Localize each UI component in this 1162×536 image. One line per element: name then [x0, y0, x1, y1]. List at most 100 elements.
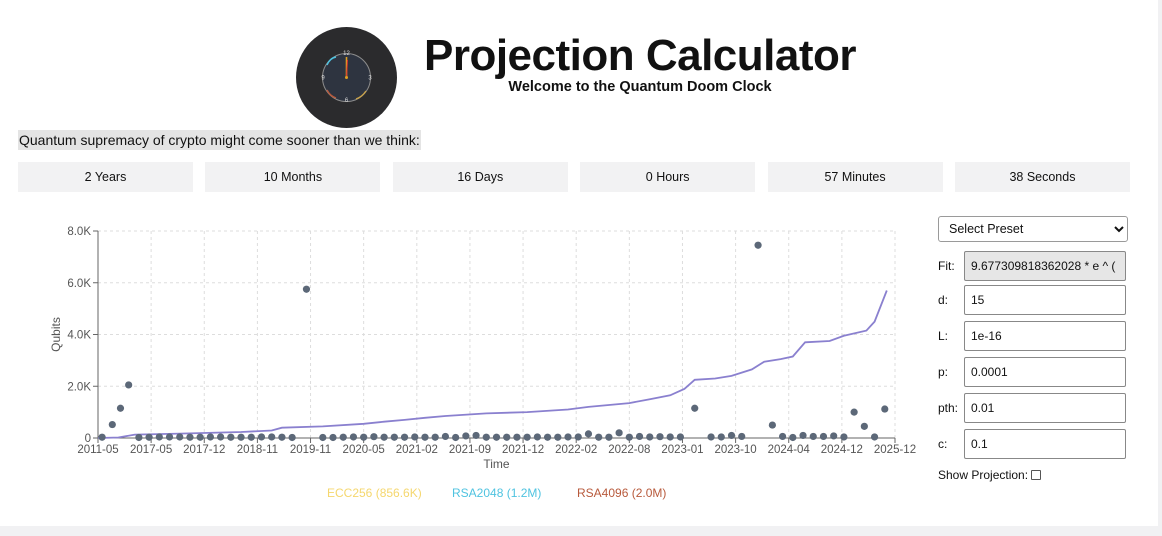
tagline: Quantum supremacy of crypto might come s… — [18, 130, 421, 150]
pth-row: pth: — [938, 393, 1128, 423]
x-tick-label: 2018-11 — [237, 444, 278, 456]
d-input[interactable] — [964, 285, 1126, 315]
data-point — [411, 433, 419, 441]
data-point — [125, 381, 133, 389]
legend-item: ECC256 (856.6K) — [327, 486, 422, 500]
data-point — [400, 433, 409, 441]
data-point — [370, 433, 378, 441]
data-point — [472, 431, 480, 440]
countdown-days: 16 Days — [392, 162, 568, 192]
data-point — [754, 241, 762, 249]
data-point — [574, 433, 582, 441]
data-point — [543, 433, 552, 441]
page: 12 3 6 9 Projection Calculator Welcome t… — [0, 0, 1158, 526]
data-point — [349, 433, 358, 441]
data-point — [503, 433, 511, 441]
data-point — [302, 285, 311, 293]
data-point — [186, 433, 194, 441]
p-input[interactable] — [964, 357, 1126, 387]
svg-text:6: 6 — [345, 98, 349, 104]
x-tick-label: 2021-12 — [502, 444, 544, 456]
projection-controls: Select Preset Fit: d: L: p: pth: c: Show… — [938, 216, 1128, 482]
preset-select[interactable]: Select Preset — [938, 216, 1128, 242]
x-tick-label: 2023-10 — [714, 444, 756, 456]
data-point — [145, 433, 153, 441]
data-point — [860, 422, 868, 430]
x-tick-label: 2023-01 — [661, 444, 703, 456]
x-tick-label: 2017-05 — [130, 444, 172, 456]
data-point — [646, 433, 654, 441]
data-point — [247, 433, 255, 441]
data-point — [227, 433, 235, 441]
l-label: L: — [938, 329, 949, 343]
countdown-bar: 2 Years 10 Months 16 Days 0 Hours 57 Min… — [18, 162, 1130, 192]
x-tick-label: 2022-08 — [608, 444, 650, 456]
x-tick-label: 2017-12 — [183, 444, 225, 456]
x-tick-label: 2022-02 — [555, 444, 597, 456]
pth-label: pth: — [938, 401, 959, 415]
data-point — [656, 433, 664, 441]
y-tick-label: 8.0K — [67, 226, 91, 238]
data-point — [819, 432, 828, 441]
data-point — [789, 433, 797, 442]
data-point — [165, 433, 174, 441]
data-point — [809, 432, 817, 441]
countdown-months: 10 Months — [205, 162, 381, 192]
data-point — [217, 433, 225, 441]
c-input[interactable] — [964, 429, 1126, 459]
countdown-years: 2 Years — [18, 162, 193, 192]
x-tick-label: 2024-12 — [821, 444, 863, 456]
countdown-seconds: 38 Seconds — [954, 162, 1130, 192]
data-point — [116, 404, 125, 412]
x-axis-title: Time — [483, 457, 510, 471]
data-point — [288, 433, 296, 442]
l-row: L: — [938, 321, 1128, 351]
l-input[interactable] — [964, 321, 1126, 351]
data-point — [360, 433, 368, 441]
data-point — [108, 420, 116, 429]
data-point — [738, 432, 746, 441]
data-point — [452, 433, 460, 442]
data-point — [237, 433, 245, 441]
show-projection-row: Show Projection: — [938, 468, 1042, 482]
data-point — [595, 433, 603, 441]
legend-item: RSA2048 (1.2M) — [452, 486, 541, 500]
svg-text:12: 12 — [343, 51, 350, 57]
show-projection-checkbox[interactable] — [1031, 470, 1042, 480]
trend-line — [97, 290, 888, 439]
legend-item: RSA4096 (2.0M) — [577, 486, 666, 500]
data-point — [870, 433, 879, 441]
d-row: d: — [938, 285, 1128, 315]
show-projection-label: Show Projection: — [938, 468, 1029, 482]
y-tick-label: 0 — [85, 433, 91, 445]
fit-input[interactable] — [964, 251, 1126, 281]
data-point — [615, 429, 623, 437]
data-point — [605, 433, 613, 441]
data-point — [727, 431, 736, 440]
pth-input[interactable] — [964, 393, 1126, 423]
svg-text:3: 3 — [368, 76, 372, 82]
data-point — [278, 433, 286, 441]
c-label: c: — [938, 437, 948, 451]
page-subtitle: Welcome to the Quantum Doom Clock — [508, 79, 772, 95]
x-tick-label: 2019-11 — [290, 444, 331, 456]
data-point — [666, 433, 674, 441]
data-point — [707, 433, 715, 441]
data-point — [196, 433, 204, 441]
data-point — [830, 432, 838, 440]
data-point — [155, 433, 163, 441]
data-point — [492, 433, 501, 441]
data-point — [625, 433, 633, 441]
countdown-minutes: 57 Minutes — [767, 162, 943, 192]
svg-text:9: 9 — [321, 76, 325, 82]
d-label: d: — [938, 293, 949, 307]
data-point — [339, 433, 347, 441]
data-point — [533, 433, 541, 441]
x-tick-label: 2011-05 — [77, 444, 118, 456]
data-point — [584, 430, 593, 438]
data-point — [441, 432, 450, 441]
data-point — [462, 432, 470, 440]
data-point — [257, 433, 266, 441]
data-point — [482, 433, 490, 441]
data-point — [513, 433, 521, 441]
